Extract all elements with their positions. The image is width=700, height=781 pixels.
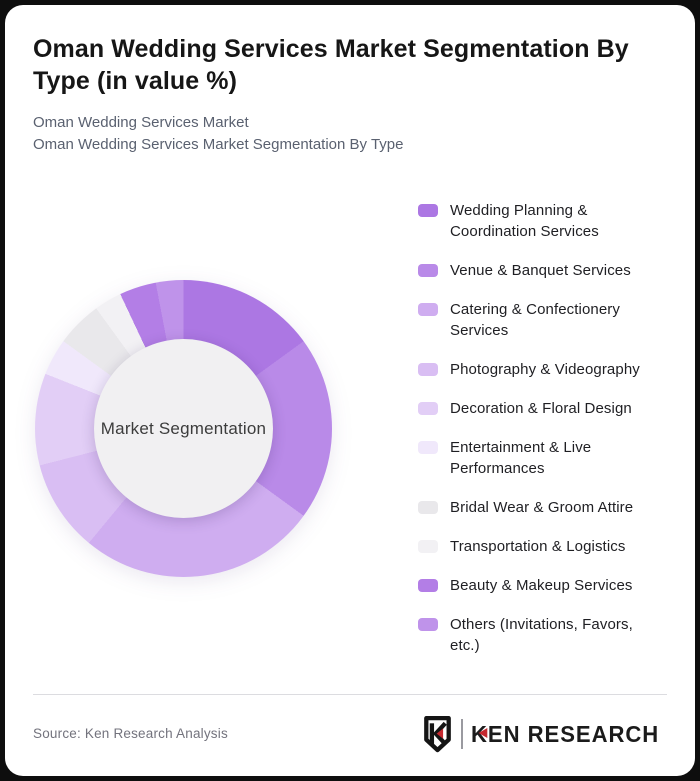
legend-swatch-icon bbox=[418, 264, 438, 277]
legend-item[interactable]: Beauty & Makeup Services bbox=[418, 575, 670, 596]
footer-divider bbox=[33, 694, 667, 695]
legend-swatch-icon bbox=[418, 363, 438, 376]
legend-label: Beauty & Makeup Services bbox=[450, 577, 633, 594]
legend-label: Entertainment & Live Performances bbox=[450, 439, 592, 477]
logo-separator bbox=[460, 719, 463, 749]
legend-item[interactable]: Wedding Planning & Coordination Services bbox=[418, 200, 670, 242]
logo-brand-text: K EN RESEARCH bbox=[471, 721, 659, 748]
chart-subtitle-line-1: Oman Wedding Services Market bbox=[33, 114, 249, 131]
legend-label: Catering & Confectionery Services bbox=[450, 301, 620, 339]
legend-swatch-icon bbox=[418, 618, 438, 631]
chart-subtitle-line-2: Oman Wedding Services Market Segmentatio… bbox=[33, 135, 404, 153]
legend-label: Transportation & Logistics bbox=[450, 538, 626, 555]
legend-swatch-icon bbox=[418, 441, 438, 454]
legend-item[interactable]: Photography & Videography bbox=[418, 359, 670, 380]
legend-item[interactable]: Others (Invitations, Favors, etc.) bbox=[418, 614, 670, 656]
legend-item[interactable]: Catering & Confectionery Services bbox=[418, 299, 670, 341]
logo-red-triangle-icon bbox=[478, 727, 488, 738]
legend-label: Wedding Planning & Coordination Services bbox=[450, 202, 599, 240]
legend-item[interactable]: Bridal Wear & Groom Attire bbox=[418, 497, 670, 518]
legend-swatch-icon bbox=[418, 303, 438, 316]
donut-center-hole: Market Segmentation bbox=[94, 339, 273, 518]
legend-label: Photography & Videography bbox=[450, 361, 640, 378]
legend-label: Decoration & Floral Design bbox=[450, 400, 632, 417]
donut-chart[interactable]: Market Segmentation bbox=[35, 280, 332, 577]
source-text: Source: Ken Research Analysis bbox=[33, 726, 228, 741]
legend-label: Bridal Wear & Groom Attire bbox=[450, 499, 634, 516]
donut-center-label: Market Segmentation bbox=[100, 418, 267, 438]
legend-label: Others (Invitations, Favors, etc.) bbox=[450, 616, 633, 654]
legend-label: Venue & Banquet Services bbox=[450, 262, 631, 279]
legend-item[interactable]: Transportation & Logistics bbox=[418, 536, 670, 557]
legend-swatch-icon bbox=[418, 540, 438, 553]
legend-swatch-icon bbox=[418, 579, 438, 592]
legend-item[interactable]: Entertainment & Live Performances bbox=[418, 437, 670, 479]
logo-brand-rest: EN RESEARCH bbox=[487, 720, 660, 747]
legend-swatch-icon bbox=[418, 402, 438, 415]
shield-k-icon bbox=[424, 715, 451, 752]
chart-title: Oman Wedding Services Market Segmentatio… bbox=[33, 35, 629, 95]
legend-item[interactable]: Venue & Banquet Services bbox=[418, 260, 670, 281]
chart-subtitle-block: Oman Wedding Services Market Oman Weddin… bbox=[33, 112, 653, 155]
legend-item[interactable]: Decoration & Floral Design bbox=[418, 398, 670, 419]
ken-research-logo: K EN RESEARCH bbox=[422, 712, 667, 756]
chart-legend: Wedding Planning & Coordination Services… bbox=[418, 200, 670, 656]
legend-swatch-icon bbox=[418, 501, 438, 514]
legend-swatch-icon bbox=[418, 204, 438, 217]
